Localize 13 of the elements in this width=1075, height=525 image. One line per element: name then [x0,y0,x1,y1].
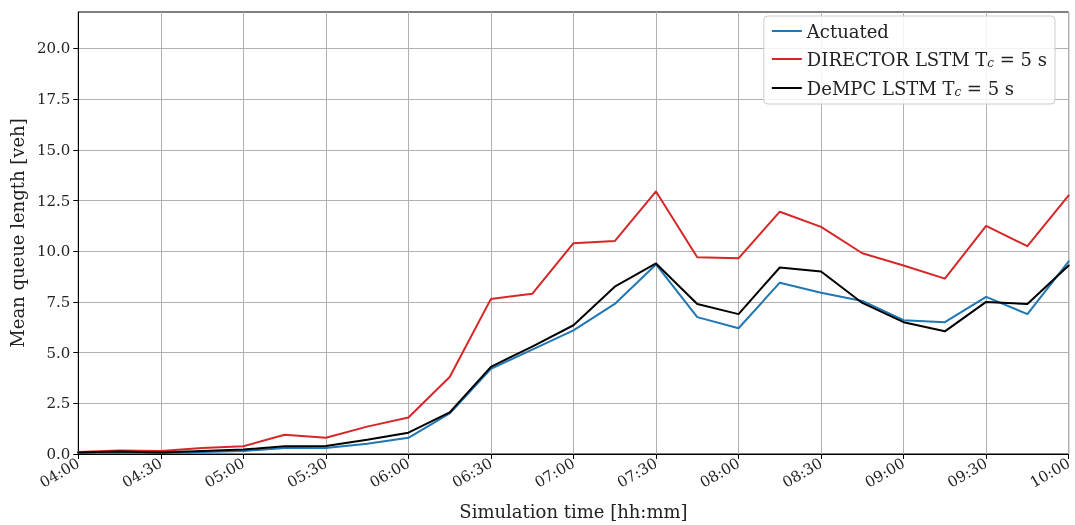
y-tick-label: 17.5 [36,90,71,109]
y-tick-label: 7.5 [46,292,71,311]
y-tick-label: 10.0 [36,242,71,261]
y-tick-label: 5.0 [46,343,71,362]
legend-label: DeMPC LSTM Tc = 5 s [806,77,1015,99]
y-tick-label: 12.5 [36,191,71,210]
y-tick-label: 15.0 [36,140,71,159]
legend-label: Actuated [805,20,889,42]
y-tick-label: 20.0 [36,39,71,58]
legend-label: DIRECTOR LSTM Tc = 5 s [806,48,1047,70]
x-axis-title: Simulation time [hh:mm] [459,500,688,522]
y-tick-label: 2.5 [46,394,71,413]
y-axis-title: Mean queue length [veh] [6,118,28,348]
